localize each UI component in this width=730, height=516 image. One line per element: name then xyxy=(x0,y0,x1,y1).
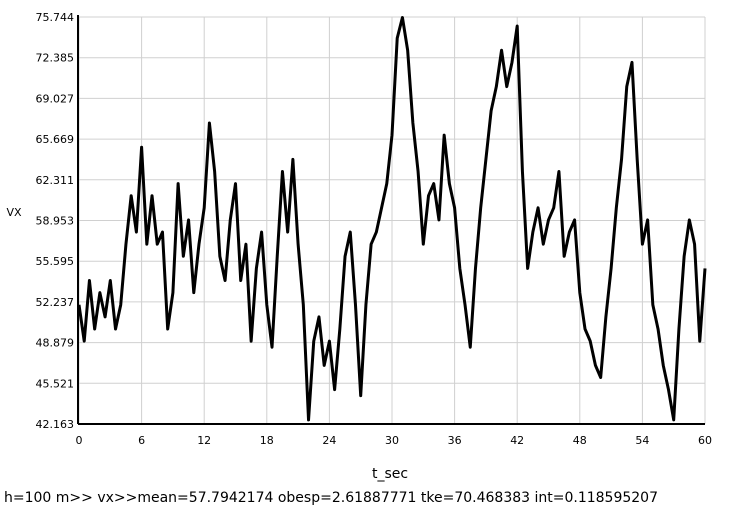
x-tick-label: 36 xyxy=(448,434,462,447)
y-tick-label: 58.953 xyxy=(36,215,75,228)
x-tick-label: 60 xyxy=(698,434,712,447)
y-tick-label: 45.521 xyxy=(36,377,75,390)
x-tick-label: 6 xyxy=(138,434,145,447)
x-tick-label: 18 xyxy=(260,434,274,447)
x-tick-label: 54 xyxy=(635,434,649,447)
caption: h=100 m>> vx>>mean=57.7942174 obesp=2.61… xyxy=(4,490,658,506)
y-tick-label: 55.595 xyxy=(36,255,75,268)
x-tick-label: 0 xyxy=(76,434,83,447)
y-tick-label: 72.385 xyxy=(36,52,75,65)
x-tick-label: 12 xyxy=(197,434,211,447)
y-tick-label: 48.879 xyxy=(36,337,75,350)
y-tick-label: 62.311 xyxy=(36,174,75,187)
data-line xyxy=(77,16,707,422)
y-tick-label: 65.669 xyxy=(36,133,75,146)
x-tick-label: 48 xyxy=(573,434,587,447)
x-axis-label: t_sec xyxy=(372,466,408,482)
x-tick-label: 42 xyxy=(510,434,524,447)
x-tick-label: 24 xyxy=(322,434,336,447)
y-tick-label: 69.027 xyxy=(36,92,75,105)
y-tick-label: 52.237 xyxy=(36,296,75,309)
y-tick-label: 42.163 xyxy=(36,418,75,431)
x-tick-label: 30 xyxy=(385,434,399,447)
y-axis-label: VX xyxy=(6,206,22,219)
y-tick-label: 75.744 xyxy=(36,11,75,24)
